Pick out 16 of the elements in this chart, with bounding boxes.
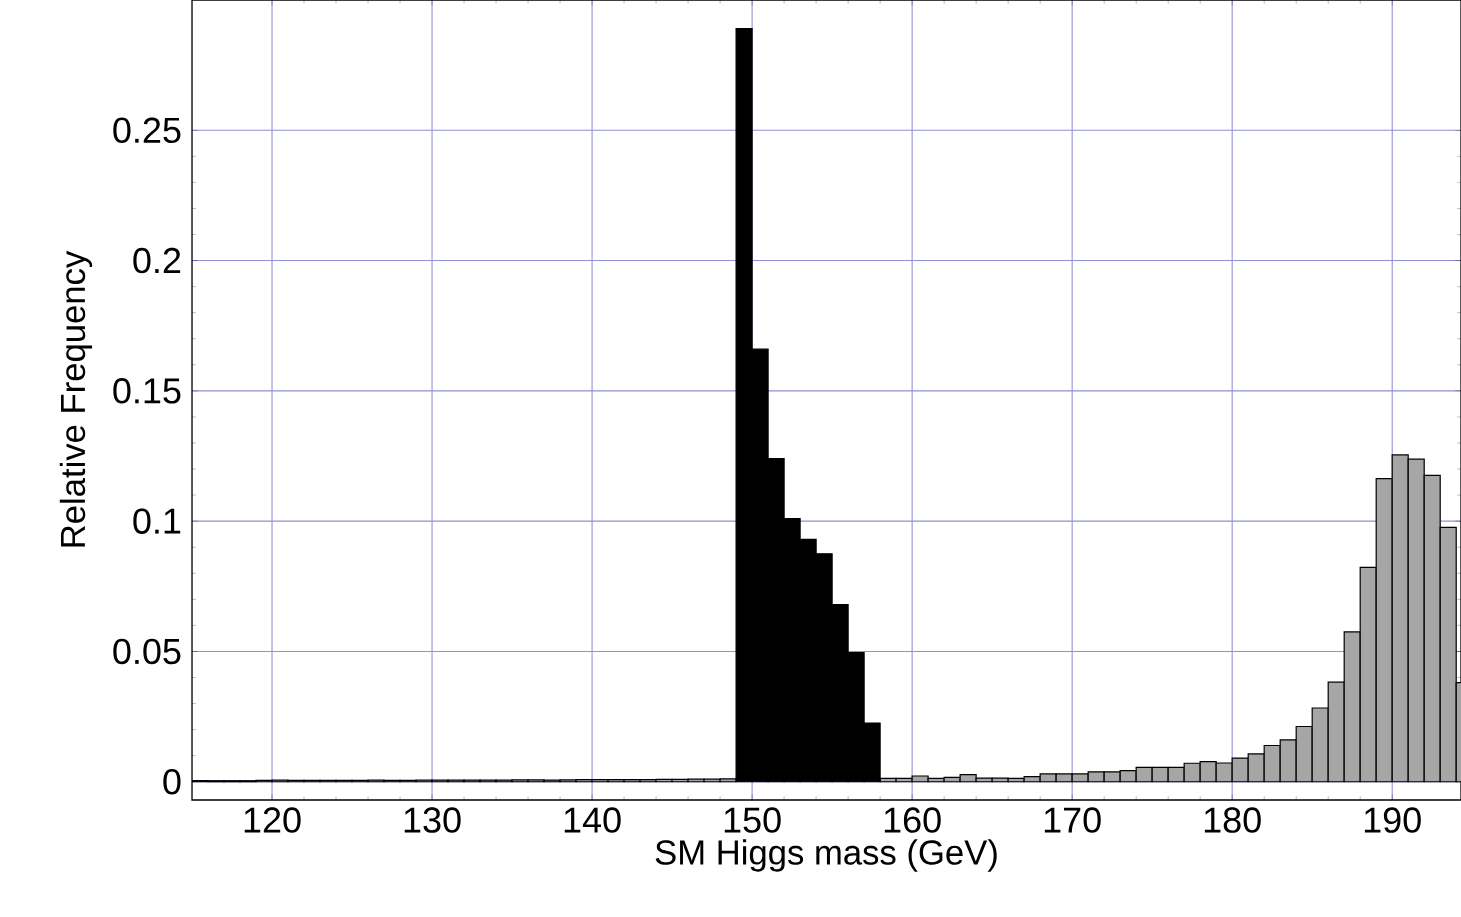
x-tick-label: 180 [1204,807,1261,833]
y-tick-label: 0.05 [113,638,181,665]
x-tick-label: 160 [884,807,941,833]
x-tick-label: 120 [244,807,301,833]
x-tick-label: 140 [564,807,621,833]
x-axis-title: SM Higgs mass (GeV) [655,839,997,872]
y-axis-title: Relative Frequency [59,250,93,547]
x-tick-label: 170 [1044,807,1101,833]
y-tick-label: 0.1 [133,508,181,534]
x-tick-label: 130 [404,807,461,833]
y-tick-label: 0.15 [113,378,181,404]
x-tick-label: 150 [724,807,781,833]
y-tick-label: 0.2 [133,247,181,274]
y-tick-label: 0.25 [113,117,181,144]
x-tick-label: 190 [1364,807,1421,833]
y-tick-label: 0 [163,769,181,795]
